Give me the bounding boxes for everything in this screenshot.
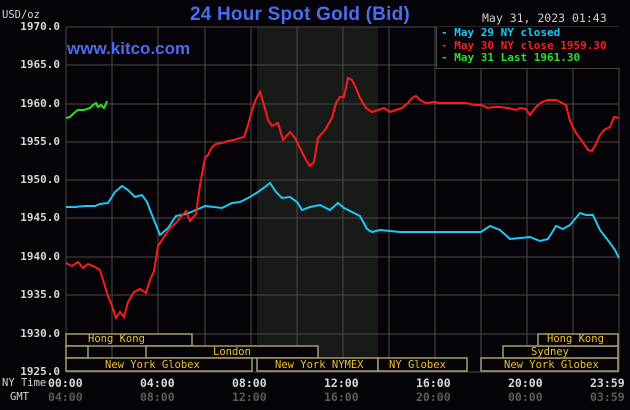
y-axis-unit: USD/oz [2, 9, 40, 21]
y-tick-label: 1970.0 [20, 20, 60, 33]
grid [65, 26, 620, 373]
legend-dash-icon: - [441, 38, 455, 52]
x-tick-ny: 12:00 [324, 376, 359, 390]
y-tick-label: 1960.0 [20, 97, 60, 110]
session-hong-kong-1: Hong Kong [88, 333, 145, 345]
session-ny-globex-3: New York Globex [504, 359, 599, 371]
legend-item-may29: - May 29 NY closed [441, 26, 561, 39]
series-may29 [66, 181, 620, 259]
session-sydney: Sydney [531, 346, 569, 358]
y-tick-label: 1965.0 [20, 58, 60, 71]
y-tick-label: 1950.0 [20, 173, 60, 186]
y-tick-label: 1925.0 [20, 365, 60, 378]
x-tick-ny: 04:00 [140, 376, 175, 390]
y-tick-label: 1930.0 [20, 327, 60, 340]
gmt-label: GMT [10, 391, 29, 403]
legend: - May 29 NY closed - May 30 NY close 195… [436, 26, 620, 69]
y-tick-label: 1935.0 [20, 288, 60, 301]
y-tick-label: 1945.0 [20, 211, 60, 224]
x-tick-ny: 23:59 [590, 376, 625, 390]
x-tick-gmt: 00:00 [508, 390, 543, 404]
x-tick-gmt: 03:59 [590, 390, 625, 404]
x-tick-gmt: 16:00 [324, 390, 359, 404]
series-may30 [65, 76, 620, 321]
timestamp: May 31, 2023 01:43 [482, 11, 607, 25]
chart-title: 24 Hour Spot Gold (Bid) [190, 4, 410, 25]
session-ny-nymex: New York NYMEX [275, 359, 364, 371]
session-bars [65, 333, 619, 372]
session-london: London [213, 346, 251, 358]
x-tick-ny: 16:00 [416, 376, 451, 390]
y-tick-label: 1955.0 [20, 135, 60, 148]
x-tick-ny: 08:00 [232, 376, 267, 390]
x-tick-gmt: 12:00 [232, 390, 267, 404]
legend-item-may30: - May 30 NY close 1959.30 [441, 38, 607, 52]
y-tick-label: 1940.0 [20, 250, 60, 263]
legend-item-may31: - May 31 Last 1961.30 [441, 51, 581, 64]
series-may31 [65, 100, 108, 119]
brand-url[interactable]: www.kitco.com [67, 39, 191, 58]
legend-dash-icon: - [441, 26, 455, 39]
x-tick-ny: 00:00 [48, 376, 83, 390]
legend-dash-icon: - [441, 51, 455, 64]
ny-time-label: NY Time [2, 377, 47, 389]
x-tick-gmt: 04:00 [48, 390, 83, 404]
x-tick-gmt: 20:00 [416, 390, 451, 404]
nymex-shade [257, 27, 378, 372]
x-tick-gmt: 08:00 [140, 390, 175, 404]
session-ny-globex-1: New York Globex [105, 359, 200, 371]
x-tick-ny: 20:00 [508, 376, 543, 390]
session-hong-kong-2: Hong Kong [547, 333, 604, 345]
session-ny-globex-2: NY Globex [389, 359, 446, 371]
